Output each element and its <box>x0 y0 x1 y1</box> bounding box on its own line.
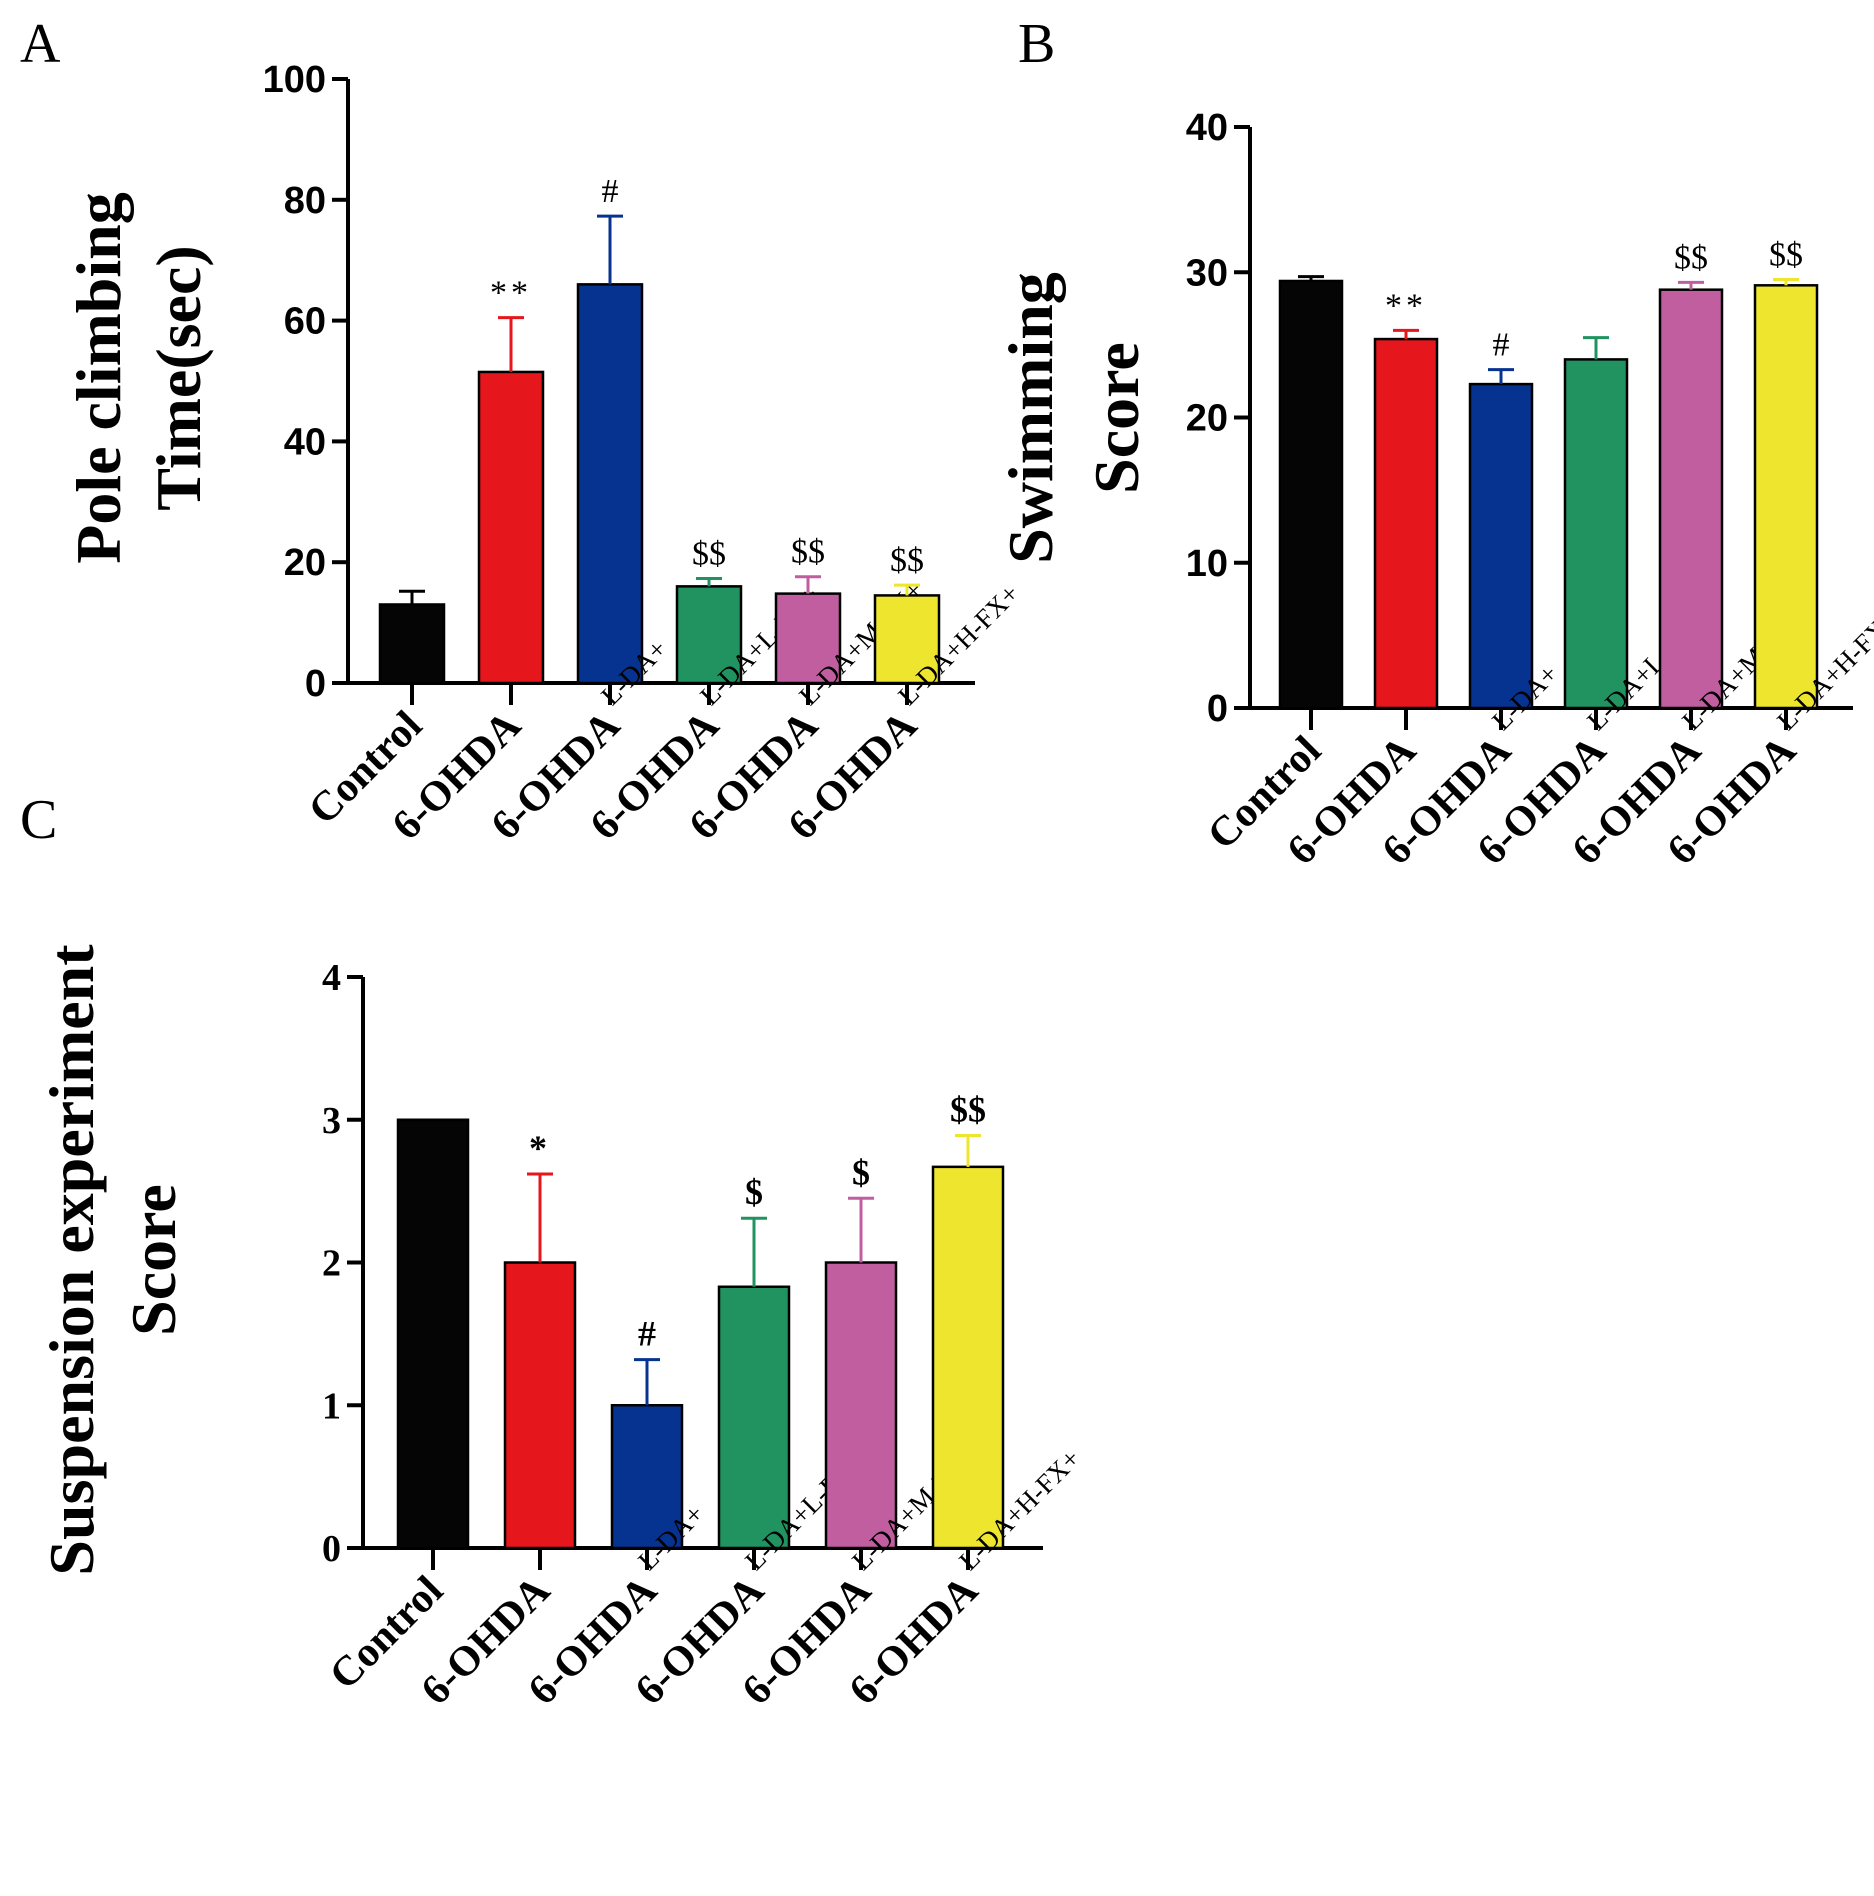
bar-c-4 <box>824 1261 898 1550</box>
annotation-b-2: # <box>1493 327 1510 364</box>
annotation-a-2: # <box>602 173 619 210</box>
ytick-label-a-0: 0 <box>305 663 326 705</box>
bar-b-3 <box>1563 358 1629 710</box>
ytick-label-c-2: 2 <box>322 1243 341 1285</box>
ytick-label-a-4: 80 <box>284 180 326 222</box>
bar-a-3 <box>675 585 743 685</box>
bar-a-2 <box>576 283 644 685</box>
chart-suspension: Suspension experiment Score01234Control*6… <box>36 944 1086 1714</box>
ytick-label-a-1: 20 <box>284 542 326 584</box>
ytick-label-b-0: 0 <box>1207 688 1228 730</box>
annotation-a-3: $$ <box>692 536 726 573</box>
ytick-label-c-4: 4 <box>322 957 341 999</box>
ylabel-c-line-1: Suspension experiment <box>36 944 107 1576</box>
bar-b-1 <box>1373 337 1439 710</box>
annotation-b-5: $$ <box>1769 237 1803 274</box>
ytick-label-a-2: 40 <box>284 421 326 463</box>
ytick-label-a-3: 60 <box>284 301 326 343</box>
bar-c-3 <box>717 1285 791 1550</box>
bar-b-0 <box>1278 279 1344 710</box>
annotation-c-2: # <box>638 1314 656 1354</box>
ylabel-a-line-2: Time(sec) <box>143 245 214 510</box>
ylabel-b-line-2: Score <box>1081 342 1152 494</box>
annotation-c-3: $ <box>745 1172 763 1212</box>
ytick-label-b-2: 20 <box>1186 398 1228 440</box>
bar-c-0 <box>396 1118 470 1550</box>
bar-a-1 <box>477 370 545 685</box>
ylabel-c-line-2: Score <box>118 1184 189 1336</box>
annotation-b-4: $$ <box>1674 239 1708 276</box>
panel-letter-a: A <box>20 13 61 75</box>
bar-b-5 <box>1753 284 1819 710</box>
ytick-label-b-1: 10 <box>1186 543 1228 585</box>
panel-letter-c: C <box>20 789 57 851</box>
ytick-label-c-0: 0 <box>322 1528 341 1570</box>
annotation-c-4: $ <box>852 1152 870 1192</box>
annotation-a-5: $$ <box>890 542 924 579</box>
bar-b-4 <box>1658 288 1724 710</box>
ylabel-b-line-1: Swimming <box>995 272 1066 564</box>
annotation-b-1: ** <box>1385 287 1427 324</box>
bar-c-1 <box>503 1261 577 1550</box>
ytick-label-a-5: 100 <box>263 59 326 101</box>
ylabel-a-line-1: Pole climbing <box>63 192 134 564</box>
annotation-a-1: ** <box>490 275 532 312</box>
bar-c-5 <box>931 1165 1005 1550</box>
ytick-label-c-1: 1 <box>322 1385 341 1427</box>
annotation-a-4: $$ <box>791 534 825 571</box>
ytick-label-b-3: 30 <box>1186 252 1228 294</box>
ytick-label-c-3: 3 <box>322 1100 341 1142</box>
bar-a-0 <box>378 603 446 685</box>
annotation-c-5: $$ <box>950 1089 986 1129</box>
panel-letter-b: B <box>1018 13 1055 75</box>
chart-swimming: Swimming Score010203040Control**6-OHDA#6-… <box>995 107 1874 874</box>
chart-pole-climbing: Pole climbing Time(sec)020406080100Contro… <box>63 59 1025 849</box>
ytick-label-b-4: 40 <box>1186 107 1228 149</box>
bar-b-2 <box>1468 382 1534 710</box>
annotation-c-1: * <box>529 1128 551 1168</box>
